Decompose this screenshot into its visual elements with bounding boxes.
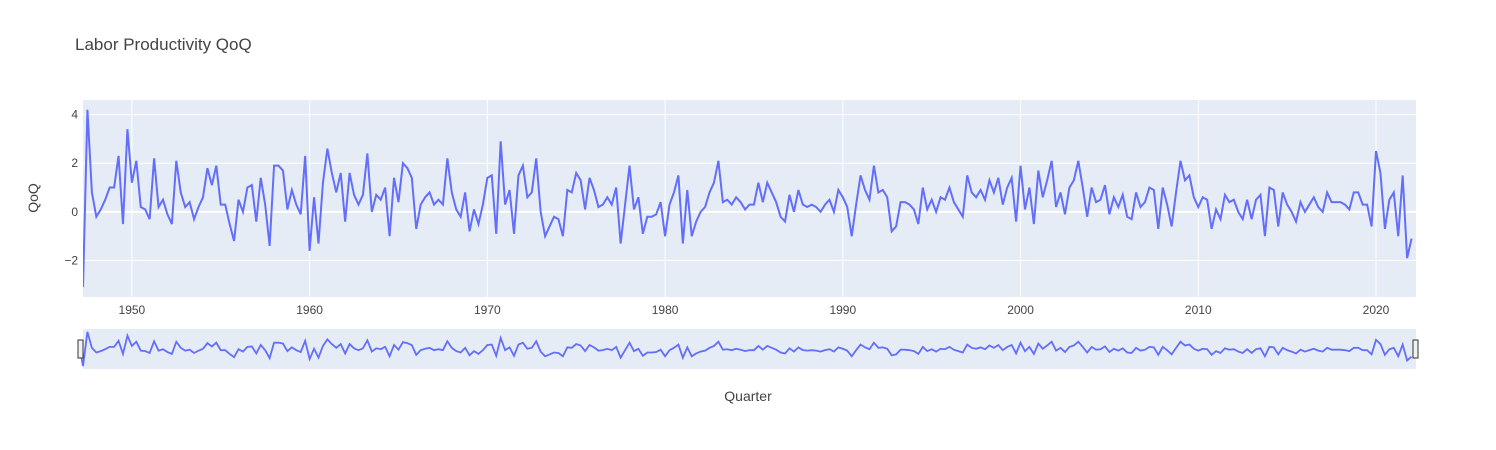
x-tick-label: 2010	[1185, 303, 1212, 317]
chart-title: Labor Productivity QoQ	[75, 35, 252, 54]
x-tick-label: 1970	[474, 303, 501, 317]
y-tick-label: 2	[71, 156, 78, 170]
plot-area[interactable]	[83, 100, 1416, 297]
series-line	[83, 109, 1413, 288]
range-slider-series-line	[77, 331, 1413, 367]
y-axis-title: QoQ	[25, 183, 41, 213]
y-tick-label: −2	[64, 254, 78, 268]
x-tick-labels: 1950 1960 1970 1980 1990 2000 2010 2020	[119, 303, 1390, 317]
range-slider[interactable]	[83, 329, 1416, 369]
x-tick-label: 1990	[829, 303, 856, 317]
x-tick-label: 1980	[652, 303, 679, 317]
y-tick-label: 0	[71, 205, 78, 219]
x-tick-label: 1960	[296, 303, 323, 317]
range-slider-left-handle[interactable]	[77, 339, 84, 359]
x-axis-title: Quarter	[724, 388, 772, 404]
x-tick-label: 2020	[1363, 303, 1390, 317]
y-tick-label: 4	[71, 108, 78, 122]
y-tick-labels: −2 0 2 4	[64, 108, 78, 268]
range-slider-right-handle[interactable]	[1412, 339, 1419, 359]
x-tick-label: 2000	[1007, 303, 1034, 317]
x-tick-label: 1950	[119, 303, 146, 317]
